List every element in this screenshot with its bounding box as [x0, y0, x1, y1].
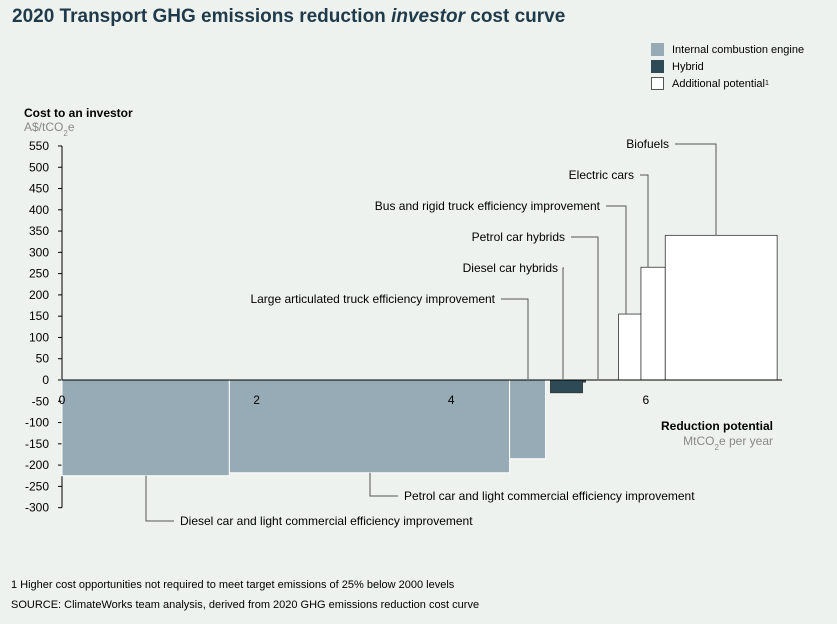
- x-axis-unit: MtCO2e per year: [683, 434, 773, 452]
- y-tick-label: 500: [29, 160, 49, 174]
- callout-leader-line: [501, 298, 529, 379]
- y-tick-label: 100: [29, 330, 49, 344]
- callout-label: Electric cars: [569, 168, 634, 182]
- bar: [618, 313, 642, 381]
- legend-label-hybrid: Hybrid: [672, 60, 704, 73]
- legend-swatch-hybrid: [651, 60, 664, 73]
- callout-label: Diesel car and light commercial efficien…: [180, 514, 473, 528]
- footnote-note: 1 Higher cost opportunities not required…: [11, 579, 455, 591]
- y-tick-label: 550: [29, 139, 49, 153]
- x-tick-label: 6: [642, 393, 649, 407]
- callout-leader-line: [562, 267, 564, 379]
- legend-label-additional: Additional potential: [672, 77, 765, 90]
- x-tick-label: 2: [253, 393, 260, 407]
- callout-leader-line: [606, 205, 627, 315]
- legend-label-ice: Internal combustion engine: [672, 43, 805, 56]
- callout-label: Petrol car hybrids: [472, 230, 565, 244]
- callout-label: Large articulated truck efficiency impro…: [250, 292, 495, 306]
- y-tick-label: -250: [25, 479, 49, 493]
- y-tick-label: -50: [32, 394, 50, 408]
- y-tick-label: -150: [25, 437, 49, 451]
- callout-label: Petrol car and light commercial efficien…: [404, 489, 695, 503]
- y-tick-label: 300: [29, 245, 49, 259]
- y-tick-label: 350: [29, 224, 49, 238]
- bar: [664, 234, 778, 381]
- y-tick-label: 200: [29, 288, 49, 302]
- chart-title-emphasis: investor: [391, 6, 465, 27]
- y-tick-label: -100: [25, 416, 49, 430]
- bar: [61, 379, 230, 477]
- legend-swatch-additional: [651, 77, 664, 90]
- legend-item-hybrid: Hybrid: [651, 58, 804, 75]
- y-tick-label: 400: [29, 203, 49, 217]
- callout-leader-line: [640, 174, 649, 268]
- callout-label: Biofuels: [626, 137, 669, 151]
- legend: Internal combustion engine Hybrid Additi…: [651, 41, 804, 92]
- y-tick-label: 450: [29, 182, 49, 196]
- x-tick-label: 4: [448, 393, 455, 407]
- chart-title-suffix: cost curve: [464, 6, 566, 27]
- bar: [640, 266, 666, 381]
- legend-item-additional: Additional potential 1: [651, 75, 804, 92]
- y-tick-label: 250: [29, 267, 49, 281]
- callout-leader-line: [145, 475, 174, 522]
- callout-label: Diesel car hybrids: [463, 261, 558, 275]
- bar: [228, 379, 511, 474]
- bar: [550, 379, 583, 394]
- callout-label: Bus and rigid truck efficiency improveme…: [375, 199, 601, 213]
- y-tick-label: 0: [42, 373, 49, 387]
- y-tick-label: -300: [25, 501, 49, 515]
- y-tick-label: -200: [25, 458, 49, 472]
- chart-title-prefix: 2020 Transport GHG emissions reduction: [12, 6, 392, 27]
- callout-leader-line: [571, 236, 599, 379]
- y-axis-label: Cost to an investor: [24, 106, 133, 120]
- callout-leader-line: [369, 472, 398, 497]
- footnote-source: SOURCE: ClimateWorks team analysis, deri…: [11, 599, 480, 611]
- legend-item-ice: Internal combustion engine: [651, 41, 804, 58]
- y-tick-label: 150: [29, 309, 49, 323]
- bar: [509, 379, 547, 460]
- legend-swatch-ice: [651, 43, 664, 56]
- x-tick-label: 0: [59, 393, 66, 407]
- x-axis-label: Reduction potential: [661, 419, 773, 433]
- y-axis-unit: A$/tCO2e: [24, 120, 75, 138]
- legend-footnote-marker: 1: [764, 80, 769, 87]
- y-tick-label: 50: [36, 352, 50, 366]
- callout-leader-line: [675, 143, 717, 236]
- chart-title: 2020 Transport GHG emissions reduction i…: [12, 6, 565, 28]
